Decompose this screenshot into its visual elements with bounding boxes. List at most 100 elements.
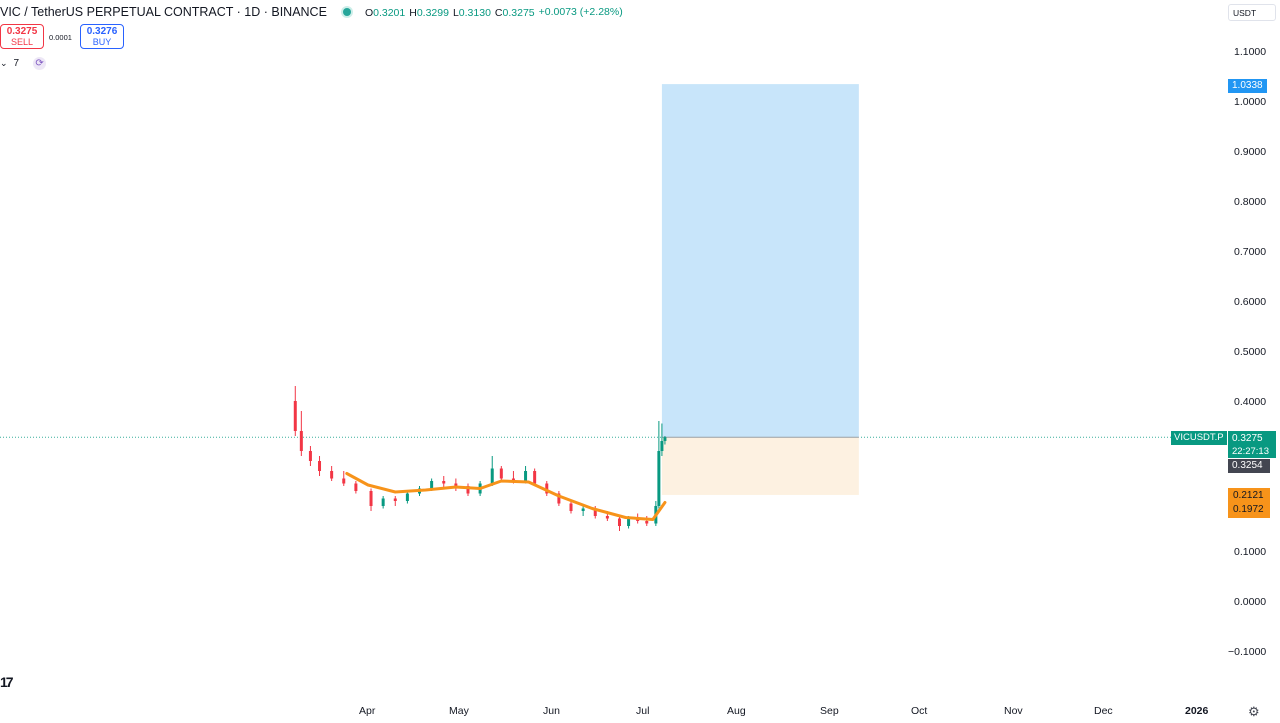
price-axis-label: 0.8000 [1234, 196, 1267, 208]
long-position-profit-zone[interactable] [661, 84, 859, 438]
previous-close-tag: 0.3254 [1228, 459, 1270, 473]
candle [499, 466, 503, 481]
market-open-status-icon [342, 8, 351, 16]
time-axis-label: Nov [1004, 705, 1023, 717]
moving-average-line [345, 472, 667, 521]
candle [466, 483, 470, 496]
time-axis-label: Dec [1094, 705, 1113, 717]
buy-label: BUY [92, 37, 112, 47]
candle [657, 421, 661, 509]
time-axis-label: Sep [820, 705, 839, 717]
candle [442, 476, 446, 489]
price-axis-label: 0.5000 [1234, 346, 1267, 358]
buy-button[interactable]: 0.3276 BUY [80, 24, 124, 49]
candle [318, 456, 322, 476]
candle-body [442, 481, 446, 484]
candle-body [405, 493, 409, 501]
candle [663, 436, 667, 445]
candle-body [490, 468, 494, 484]
candle [405, 491, 409, 504]
bar-countdown: 22:27:13 [1232, 446, 1269, 457]
target-price-tag[interactable]: 1.0338 [1228, 79, 1267, 93]
candles-layer [293, 386, 667, 531]
time-axis-label: Oct [911, 705, 928, 717]
candle [369, 488, 373, 511]
candle-body [593, 508, 597, 516]
candle [660, 423, 664, 456]
candle-body [511, 478, 515, 481]
candle-body [545, 483, 549, 494]
gear-icon[interactable]: ⚙ [1248, 704, 1260, 719]
candle [581, 506, 585, 516]
candle-body [569, 503, 573, 511]
symbol-legend: VIC / TetherUS PERPETUAL CONTRACT · 1D ·… [0, 5, 623, 19]
candle-body [557, 493, 561, 504]
candle [533, 468, 537, 486]
candle-body [627, 518, 631, 526]
candle [293, 386, 297, 436]
ohlc-close: C0.3275 [494, 7, 535, 19]
last-price-value: 0.3275 [1232, 433, 1263, 444]
candle [545, 481, 549, 496]
candle [299, 411, 303, 456]
price-axis-label: 0.6000 [1234, 296, 1267, 308]
candle-body [318, 461, 322, 471]
symbol-tag: VICUSDT.P [1171, 431, 1227, 445]
time-axis-label: Aug [727, 705, 746, 717]
candle-body [381, 498, 385, 506]
candle [557, 491, 561, 506]
candle-body [330, 471, 334, 479]
symbol-title[interactable]: VIC / TetherUS PERPETUAL CONTRACT · 1D ·… [0, 5, 327, 19]
price-change: +0.0073 (+2.28%) [538, 6, 623, 18]
time-axis-label: Apr [359, 705, 376, 717]
last-price-tag[interactable]: 0.3275 22:27:13 [1228, 431, 1276, 458]
candle-body [617, 518, 621, 526]
time-axis-label: Jun [543, 705, 560, 717]
candle [569, 501, 573, 514]
currency-select[interactable]: USDT [1228, 4, 1276, 21]
candle [490, 456, 494, 486]
candle-body [657, 451, 661, 506]
time-axis-label: May [449, 705, 469, 717]
refresh-icon[interactable]: ⟳ [33, 57, 47, 70]
candle-body [393, 498, 397, 501]
candle-body [354, 483, 358, 491]
price-axis-label: 1.1000 [1234, 46, 1267, 58]
moving-average-value-2: 0.1972 [1233, 504, 1264, 515]
price-axis-label: 0.7000 [1234, 246, 1267, 258]
sell-button[interactable]: 0.3275 SELL [0, 24, 44, 49]
collapse-chevron-icon[interactable]: ⌄ [0, 58, 8, 68]
sell-price: 0.3275 [6, 26, 38, 37]
time-axis-label: Jul [636, 705, 650, 717]
candle-body [660, 441, 664, 451]
ohlc-low: L0.3130 [452, 7, 491, 19]
spread-value: 0.0001 [49, 33, 72, 42]
candle-body [533, 471, 537, 484]
candle [393, 496, 397, 506]
candle [454, 478, 458, 491]
candle [354, 481, 358, 494]
sell-label: SELL [10, 37, 34, 47]
indicator-count[interactable]: 7 [13, 58, 20, 69]
price-axis-label: 0.9000 [1234, 146, 1267, 158]
ohlc-high: H0.3299 [409, 7, 449, 19]
price-axis-label: 0.1000 [1234, 546, 1267, 558]
long-position-stop-zone[interactable] [661, 437, 859, 495]
candle [308, 446, 312, 466]
candle [617, 516, 621, 531]
candle-body [645, 521, 649, 524]
moving-average-tag: 0.2121 0.1972 [1228, 488, 1270, 518]
candle-body [454, 483, 458, 486]
candle [330, 466, 334, 481]
price-axis-label: −0.1000 [1228, 646, 1267, 658]
candle-body [605, 516, 609, 519]
time-axis-label: 2026 [1185, 705, 1209, 717]
price-axis-label: 0.4000 [1234, 396, 1267, 408]
candle-body [299, 431, 303, 451]
candle-body [308, 451, 312, 461]
tradingview-logo[interactable]: 17 [0, 674, 14, 690]
candle-body [430, 481, 434, 489]
price-axis-label: 1.0000 [1234, 96, 1267, 108]
candle-body [342, 478, 346, 484]
